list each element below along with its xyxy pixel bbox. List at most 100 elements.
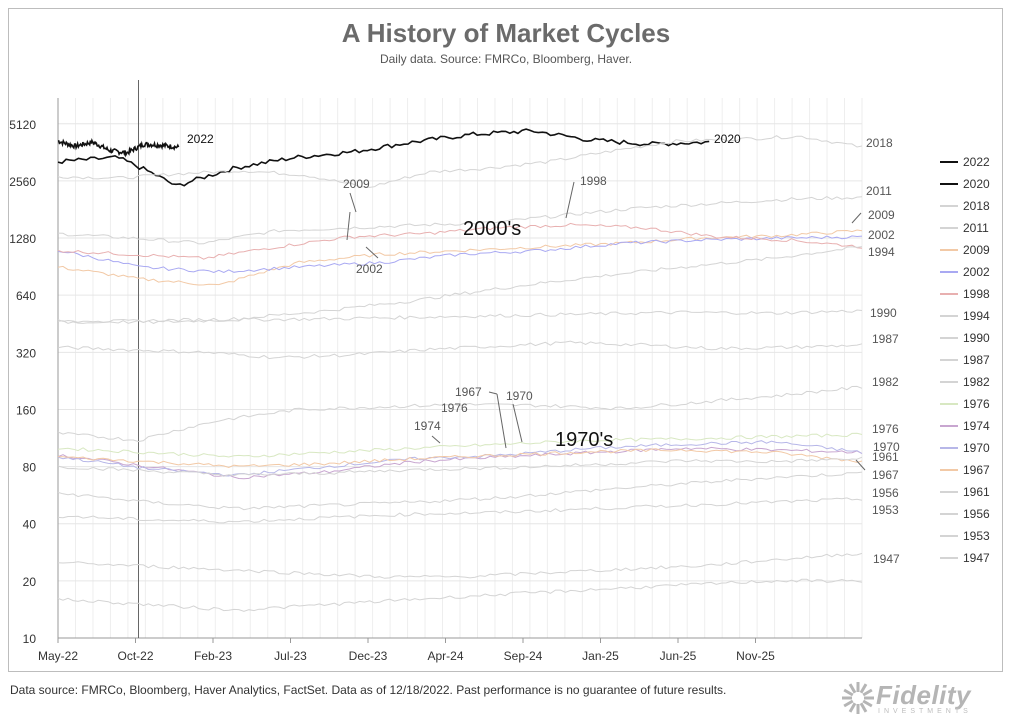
chart-frame bbox=[8, 8, 1003, 672]
starburst-ray bbox=[859, 702, 868, 713]
legend-label: 1970 bbox=[963, 441, 990, 455]
line-label-2011: 2011 bbox=[866, 184, 892, 198]
series-line-1947 bbox=[57, 552, 863, 579]
logo-wordmark: Fidelity bbox=[876, 680, 972, 710]
legend-label: 1947 bbox=[963, 551, 990, 565]
label-leader-line bbox=[851, 212, 862, 224]
label-leader-line bbox=[488, 391, 498, 395]
x-tick-label: Jun-25 bbox=[660, 649, 697, 663]
legend-label: 1953 bbox=[963, 529, 990, 543]
series-line-1994 bbox=[57, 246, 863, 324]
legend-label: 1961 bbox=[963, 485, 990, 499]
logo-tagline: INVESTMENTS bbox=[878, 708, 972, 715]
era-label-2000s: 2000's bbox=[463, 218, 521, 240]
y-tick-label: 80 bbox=[23, 461, 37, 475]
series-line-2022 bbox=[57, 137, 180, 158]
starburst-ray bbox=[843, 699, 854, 708]
label-leader-line bbox=[565, 181, 575, 219]
line-label-1976: 1976 bbox=[872, 422, 899, 436]
y-tick-label: 640 bbox=[16, 289, 36, 303]
y-tick-label: 20 bbox=[23, 575, 37, 589]
legend-label: 2018 bbox=[963, 199, 990, 213]
series-line-1953 bbox=[57, 497, 863, 524]
series-line-1976 bbox=[57, 432, 863, 458]
x-tick-label: Dec-23 bbox=[349, 649, 388, 663]
series-line-2009 bbox=[57, 229, 863, 286]
era-label-1970s: 1970's bbox=[555, 429, 613, 451]
series-line-2011 bbox=[57, 196, 863, 245]
line-label-1974: 1974 bbox=[414, 419, 441, 433]
line-label-1990: 1990 bbox=[870, 306, 897, 320]
series-line-2020 bbox=[57, 128, 710, 187]
line-label-2022: 2022 bbox=[187, 132, 214, 146]
legend-label: 1982 bbox=[963, 375, 990, 389]
line-label-1982: 1982 bbox=[872, 375, 899, 389]
label-leader-line bbox=[431, 435, 441, 444]
series-line-1998 bbox=[57, 222, 863, 260]
line-label-1947: 1947 bbox=[873, 552, 900, 566]
y-tick-label: 5120 bbox=[9, 118, 36, 132]
x-tick-label: Nov-25 bbox=[736, 649, 775, 663]
x-tick-label: Jul-23 bbox=[274, 649, 307, 663]
legend-label: 2020 bbox=[963, 177, 990, 191]
series-line-1990 bbox=[57, 309, 863, 324]
label-leader-line bbox=[855, 459, 866, 471]
legend-label: 1998 bbox=[963, 287, 990, 301]
y-tick-label: 1280 bbox=[9, 232, 36, 246]
legend-label: 2009 bbox=[963, 243, 990, 257]
series-line-1982 bbox=[57, 385, 863, 443]
line-label-1970: 1970 bbox=[873, 440, 900, 454]
line-label-2009: 2009 bbox=[343, 177, 370, 191]
x-tick-label: Sep-24 bbox=[504, 649, 543, 663]
line-label-2018: 2018 bbox=[866, 136, 893, 150]
starburst-ray bbox=[843, 688, 854, 697]
line-label-1953: 1953 bbox=[872, 503, 899, 517]
series-line-2018 bbox=[57, 135, 863, 188]
y-tick-label: 160 bbox=[16, 403, 36, 417]
line-label-2002: 2002 bbox=[868, 228, 895, 242]
x-tick-label: Feb-23 bbox=[194, 649, 232, 663]
line-label-1967: 1967 bbox=[872, 468, 899, 482]
starburst-ray bbox=[848, 702, 857, 713]
series-line-1956 bbox=[57, 471, 863, 511]
legend-label: 2011 bbox=[963, 221, 989, 235]
line-label-1961: 1961 bbox=[872, 450, 899, 464]
label-leader-line bbox=[365, 246, 379, 259]
series-line-1961 bbox=[57, 456, 863, 477]
y-tick-label: 10 bbox=[23, 632, 37, 646]
line-label-2020: 2020 bbox=[714, 132, 741, 146]
fidelity-logo: Fidelity INVESTMENTS bbox=[838, 678, 1008, 718]
starburst-ray bbox=[862, 699, 873, 708]
label-leader-line bbox=[496, 393, 507, 449]
legend-label: 1974 bbox=[963, 419, 990, 433]
footer-note: Data source: FMRCo, Bloomberg, Haver Ana… bbox=[10, 683, 727, 697]
x-tick-label: Oct-22 bbox=[117, 649, 153, 663]
legend-label: 1967 bbox=[963, 463, 990, 477]
line-label-2009: 2009 bbox=[868, 208, 895, 222]
label-leader-line bbox=[346, 211, 351, 241]
line-label-1994: 1994 bbox=[868, 245, 895, 259]
line-label-2002: 2002 bbox=[356, 262, 383, 276]
series-line-1987 bbox=[57, 340, 863, 360]
starburst-icon bbox=[842, 682, 874, 714]
y-tick-label: 40 bbox=[23, 518, 37, 532]
x-tick-label: May-22 bbox=[38, 649, 78, 663]
legend-label: 1956 bbox=[963, 507, 990, 521]
line-label-1987: 1987 bbox=[872, 332, 899, 346]
series-line-1967 bbox=[57, 448, 863, 469]
series-line-unlabeled bbox=[57, 578, 863, 612]
line-label-1976: 1976 bbox=[441, 401, 468, 415]
legend-label: 1976 bbox=[963, 397, 990, 411]
legend-label: 2002 bbox=[963, 265, 990, 279]
x-tick-label: Jan-25 bbox=[582, 649, 619, 663]
line-label-1956: 1956 bbox=[872, 486, 899, 500]
chart-subtitle: Daily data. Source: FMRCo, Bloomberg, Ha… bbox=[379, 52, 633, 66]
line-label-1970: 1970 bbox=[506, 389, 533, 403]
legend-label: 1990 bbox=[963, 331, 990, 345]
y-tick-label: 320 bbox=[16, 346, 36, 360]
chart-title: A History of Market Cycles bbox=[341, 18, 671, 48]
series-line-2002 bbox=[57, 235, 863, 274]
x-tick-label: Apr-24 bbox=[427, 649, 463, 663]
legend-label: 1994 bbox=[963, 309, 990, 323]
